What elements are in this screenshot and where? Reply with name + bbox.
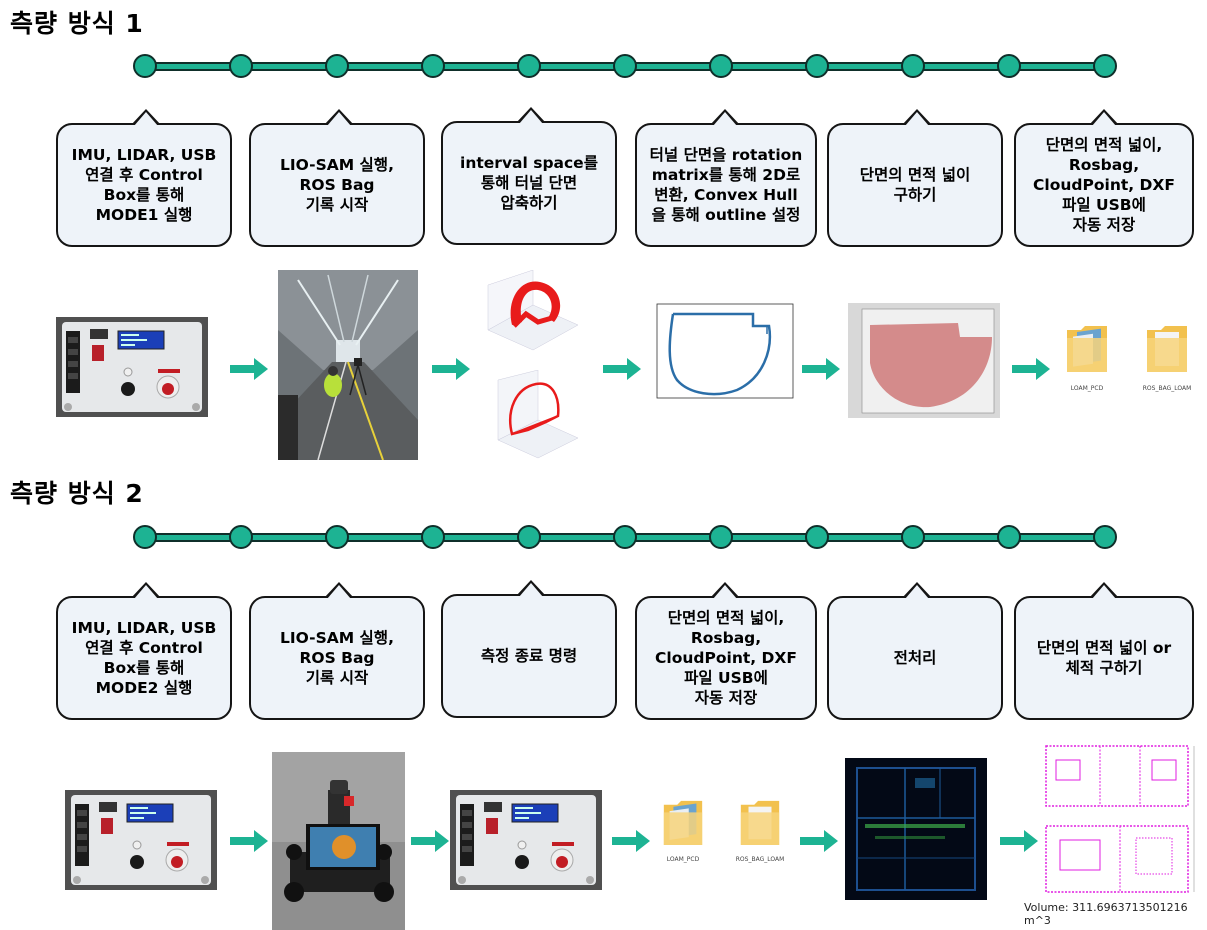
arrow-right-icon <box>1012 358 1050 380</box>
timeline-node <box>997 54 1021 78</box>
step-2-5-callout: 전처리 <box>827 582 1003 720</box>
step-label: 단면의 면적 넓이 or 체적 구하기 <box>1036 639 1172 677</box>
step-label: 터널 단면을 rotation matrix를 통해 2D로 변환, Conve… <box>649 146 803 224</box>
robot-photo <box>272 752 405 930</box>
step-label: 단면의 면적 넓이, Rosbag, CloudPoint, DXF 파일 US… <box>1033 136 1175 234</box>
timeline-node <box>901 54 925 78</box>
timeline-node <box>613 525 637 549</box>
step-2-4-callout: 단면의 면적 넓이, Rosbag, CloudPoint, DXF 파일 US… <box>635 582 817 720</box>
step-label: 단면의 면적 넓이, Rosbag, CloudPoint, DXF 파일 US… <box>655 609 797 707</box>
control-box-photo <box>65 790 217 890</box>
step-label: LIO-SAM 실행, ROS Bag 기록 시작 <box>280 156 394 214</box>
step-2-2-callout: LIO-SAM 실행, ROS Bag 기록 시작 <box>249 582 425 720</box>
section-2-title: 측량 방식 2 <box>10 479 144 508</box>
control-box-photo <box>450 790 602 890</box>
2d-outline-plot <box>645 300 797 410</box>
timeline-node <box>709 525 733 549</box>
timeline-node <box>229 525 253 549</box>
timeline-node <box>421 525 445 549</box>
arrow-right-icon <box>1000 830 1038 852</box>
preprocessed-point-cloud <box>845 758 987 900</box>
folder-icon <box>737 795 783 849</box>
folder-label: ROS_BAG_LOAM <box>735 856 785 863</box>
step-label: LIO-SAM 실행, ROS Bag 기록 시작 <box>280 629 394 687</box>
arrow-right-icon <box>230 830 268 852</box>
timeline-node <box>517 525 541 549</box>
step-1-3-callout: interval space를 통해 터널 단면 압축하기 <box>441 107 617 245</box>
step-2-6-callout: 단면의 면적 넓이 or 체적 구하기 <box>1014 582 1194 720</box>
step-2-3-callout: 측정 종료 명령 <box>441 580 617 718</box>
area-fill-plot <box>848 303 1000 418</box>
timeline-node <box>805 525 829 549</box>
folder-label: ROS_BAG_LOAM <box>1142 385 1192 392</box>
tunnel-survey-photo <box>278 270 418 460</box>
step-label: 측정 종료 명령 <box>480 647 578 665</box>
arrow-right-icon <box>230 358 268 380</box>
timeline-node <box>613 54 637 78</box>
3d-point-cloud-plot-top <box>478 270 583 360</box>
step-label: IMU, LIDAR, USB 연결 후 Control Box를 통해 MOD… <box>71 146 217 224</box>
timeline-2 <box>130 523 1120 553</box>
section-1-title: 측량 방식 1 <box>10 9 144 38</box>
folder-icon <box>1143 320 1191 376</box>
step-1-5-callout: 단면의 면적 넓이 구하기 <box>827 109 1003 247</box>
arrow-right-icon <box>432 358 470 380</box>
timeline-node <box>325 54 349 78</box>
step-label: 전처리 <box>893 649 937 667</box>
timeline-node <box>997 525 1021 549</box>
timeline-node <box>421 54 445 78</box>
volume-readout: Volume: 311.6963713501216 m^3 <box>1024 901 1188 927</box>
arrow-right-icon <box>411 830 449 852</box>
folder-icon <box>1063 320 1111 376</box>
timeline-node <box>325 525 349 549</box>
folder-icon <box>660 795 706 849</box>
step-1-1-callout: IMU, LIDAR, USB 연결 후 Control Box를 통해 MOD… <box>56 109 232 247</box>
timeline-1 <box>130 52 1120 82</box>
timeline-node <box>901 525 925 549</box>
arrow-right-icon <box>802 358 840 380</box>
step-2-1-callout: IMU, LIDAR, USB 연결 후 Control Box를 통해 MOD… <box>56 582 232 720</box>
folder-label: LOAM_PCD <box>1070 385 1104 392</box>
step-label: 단면의 면적 넓이 구하기 <box>859 166 971 204</box>
timeline-node <box>1093 54 1117 78</box>
arrow-right-icon <box>800 830 838 852</box>
timeline-node <box>229 54 253 78</box>
arrow-right-icon <box>612 830 650 852</box>
timeline-node <box>133 525 157 549</box>
timeline-node <box>805 54 829 78</box>
timeline-node <box>709 54 733 78</box>
timeline-node <box>1093 525 1117 549</box>
step-1-4-callout: 터널 단면을 rotation matrix를 통해 2D로 변환, Conve… <box>635 109 817 247</box>
arrow-right-icon <box>603 358 641 380</box>
timeline-node <box>517 54 541 78</box>
step-1-6-callout: 단면의 면적 넓이, Rosbag, CloudPoint, DXF 파일 US… <box>1014 109 1194 247</box>
folder-label: LOAM_PCD <box>666 856 700 863</box>
step-1-2-callout: LIO-SAM 실행, ROS Bag 기록 시작 <box>249 109 425 247</box>
control-box-photo <box>56 317 208 417</box>
timeline-node <box>133 54 157 78</box>
step-label: interval space를 통해 터널 단면 압축하기 <box>460 154 598 212</box>
step-label: IMU, LIDAR, USB 연결 후 Control Box를 통해 MOD… <box>71 619 217 697</box>
volume-result-drawing <box>1040 740 1200 902</box>
3d-point-cloud-plot-bottom <box>488 370 583 465</box>
